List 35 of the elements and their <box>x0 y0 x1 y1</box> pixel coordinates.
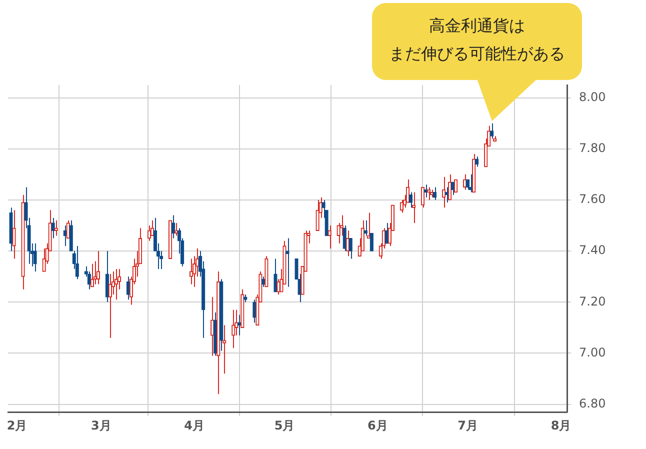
y-tick-label: 7.40 <box>579 243 606 258</box>
candlestick <box>448 174 452 200</box>
candlestick <box>336 222 340 244</box>
y-tick-label: 7.80 <box>579 140 606 155</box>
y-tick-label: 6.80 <box>579 396 606 410</box>
candlestick <box>222 324 226 374</box>
candlestick <box>490 122 494 140</box>
x-tick-label: 7月 <box>458 418 478 432</box>
text: 高金利通貨は <box>428 15 526 37</box>
candlestick <box>420 186 425 208</box>
candlestick <box>286 238 290 288</box>
y-tick-label: 7.00 <box>579 345 606 360</box>
y-tick-label: 8.00 <box>579 90 606 104</box>
candlestick <box>171 214 176 239</box>
candlestick <box>348 238 352 260</box>
candlestick <box>412 192 416 224</box>
y-tick-label: 7.60 <box>579 192 606 206</box>
x-tick-label: 2月 <box>6 418 28 432</box>
x-tick-label: 4月 <box>184 418 205 432</box>
text: まだ伸びる可能性がある <box>388 43 566 65</box>
candlestick <box>454 179 458 193</box>
x-tick-label: 5月 <box>274 418 295 432</box>
candlestick <box>262 276 266 288</box>
candlestick <box>408 192 413 208</box>
candlestick <box>316 199 320 232</box>
candlestick <box>108 274 112 338</box>
x-tick-label: 8月 <box>550 418 572 432</box>
candlestick <box>400 199 404 214</box>
y-tick-label: 7.20 <box>579 294 606 308</box>
candlestick <box>190 258 194 285</box>
candlestick <box>328 225 332 249</box>
candlestick <box>370 232 374 252</box>
x-tick-label: 3月 <box>90 418 112 432</box>
candlestick <box>340 214 344 236</box>
x-tick-label: 6月 <box>367 418 388 432</box>
